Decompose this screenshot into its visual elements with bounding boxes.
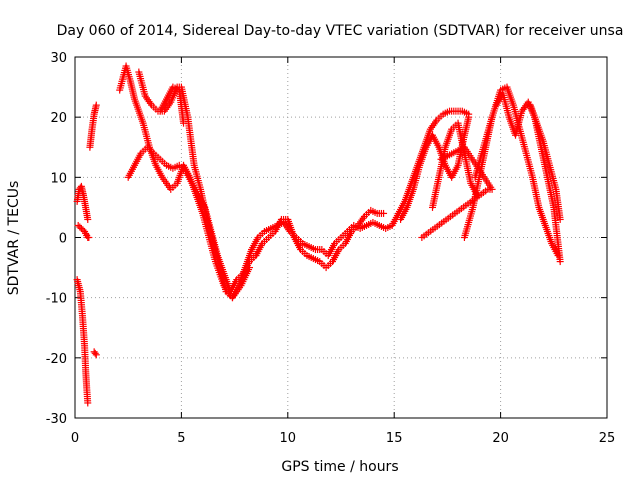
data-point bbox=[92, 351, 100, 359]
data-point bbox=[556, 215, 564, 223]
x-tick-label: 0 bbox=[71, 431, 79, 446]
series-pass-early-e bbox=[90, 348, 100, 359]
series-pass-misc bbox=[418, 143, 496, 241]
y-tick-label: 0 bbox=[59, 232, 67, 247]
data-point bbox=[79, 226, 87, 234]
y-tick-label: 30 bbox=[50, 51, 67, 66]
series-pass-4b bbox=[252, 206, 388, 272]
series-pass-2b bbox=[124, 143, 260, 296]
x-tick-label: 10 bbox=[280, 431, 297, 446]
y-tick-label: 10 bbox=[50, 171, 67, 186]
y-tick-label: -30 bbox=[46, 412, 67, 427]
data-point bbox=[380, 209, 388, 217]
x-axis-label: GPS time / hours bbox=[281, 459, 398, 475]
x-tick-label: 5 bbox=[177, 431, 185, 446]
data-point bbox=[74, 221, 82, 229]
data-point bbox=[465, 113, 473, 121]
data-point bbox=[180, 119, 188, 127]
series-pass-4 bbox=[248, 218, 396, 260]
x-tick-label: 15 bbox=[386, 431, 403, 446]
y-tick-label: -10 bbox=[46, 292, 67, 307]
series-pass-early-b bbox=[74, 221, 93, 241]
plot-frame bbox=[74, 56, 608, 419]
chart-title: Day 060 of 2014, Sidereal Day-to-day VTE… bbox=[57, 23, 624, 39]
series-pass-early-c bbox=[73, 276, 92, 407]
data-point bbox=[77, 224, 85, 232]
data-point bbox=[85, 234, 93, 241]
data-points bbox=[73, 62, 564, 407]
series-pass-3b bbox=[156, 83, 188, 127]
data-point bbox=[76, 223, 84, 231]
y-tick-label: 20 bbox=[50, 111, 67, 126]
x-tick-label: 25 bbox=[599, 431, 616, 446]
data-point bbox=[92, 101, 100, 109]
y-axis-label: SDTVAR / TECUs bbox=[6, 181, 22, 296]
y-tick-label: -20 bbox=[46, 352, 67, 367]
series-pass-6c bbox=[526, 101, 564, 223]
data-point bbox=[437, 155, 445, 163]
data-point bbox=[84, 399, 92, 407]
series-pass-early-a bbox=[73, 182, 92, 223]
series-pass-early-d bbox=[86, 101, 100, 151]
data-point bbox=[556, 258, 564, 266]
data-point bbox=[91, 349, 99, 357]
data-point bbox=[84, 215, 92, 223]
x-tick-label: 20 bbox=[492, 431, 509, 446]
